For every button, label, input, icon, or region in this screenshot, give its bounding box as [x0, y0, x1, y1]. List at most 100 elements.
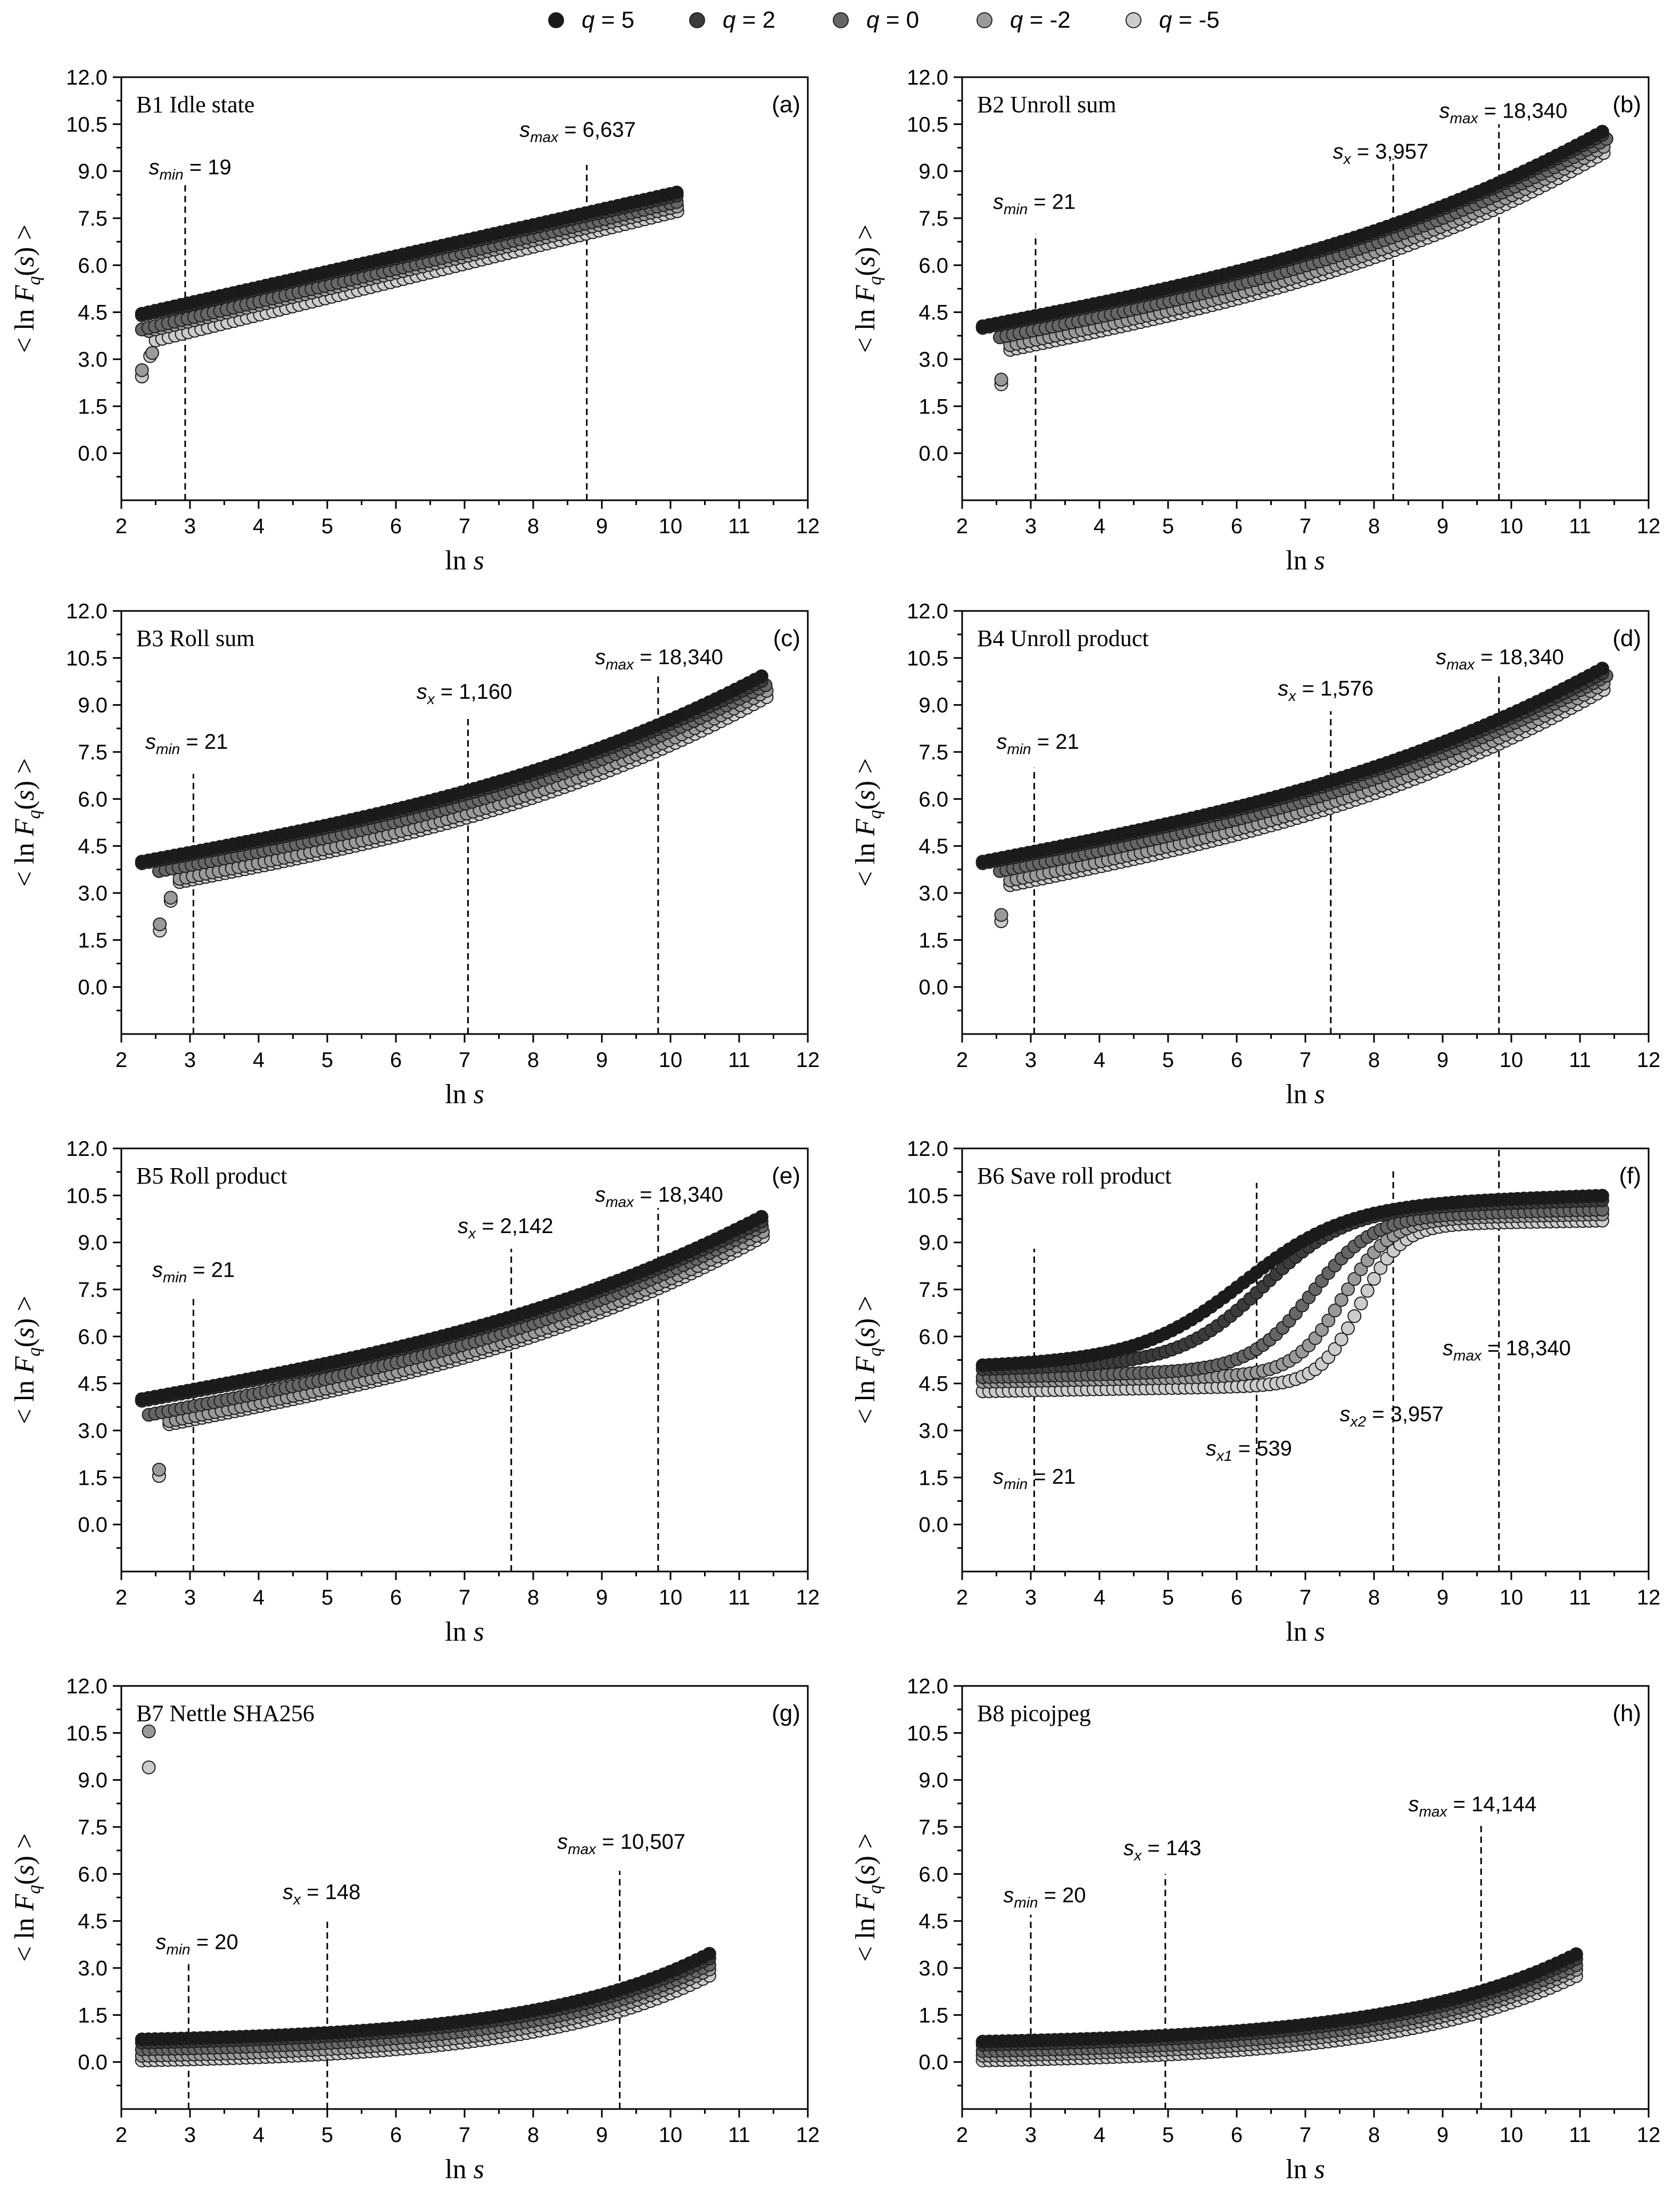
y-tick-label: 3.0: [78, 1419, 107, 1443]
x-tick-label: 11: [1569, 515, 1591, 538]
y-tick-label: 1.5: [78, 1466, 107, 1490]
reference-label: smax = 14,144: [1409, 1793, 1537, 1820]
x-tick-label: 9: [1437, 1048, 1449, 1072]
data-point: [1354, 1296, 1368, 1311]
reference-label: sx = 3,957: [1333, 140, 1429, 167]
legend-marker: [1125, 12, 1141, 28]
x-tick-label: 2: [115, 1586, 127, 1609]
x-tick-label: 9: [596, 2123, 608, 2147]
x-tick-label: 8: [1368, 1586, 1380, 1609]
x-tick-label: 2: [956, 515, 968, 538]
reference-label: sx = 1,576: [1278, 677, 1373, 704]
panel-letter: (d): [1612, 625, 1641, 651]
y-tick-label: 9.0: [78, 694, 107, 717]
y-axis-title: < ln Fq(s) >: [10, 758, 44, 887]
x-tick-label: 7: [1300, 515, 1311, 538]
legend-label: q = 0: [866, 7, 919, 33]
panel-letter: (c): [773, 625, 800, 651]
x-tick-label: 10: [1500, 1048, 1524, 1072]
x-tick-label: 12: [796, 1048, 820, 1072]
y-tick-label: 4.5: [918, 301, 948, 325]
y-tick-label: 0.0: [78, 1514, 107, 1537]
y-tick-label: 4.5: [78, 835, 107, 858]
y-tick-label: 10.5: [66, 1722, 107, 1745]
x-tick-label: 9: [1437, 1586, 1449, 1609]
x-tick-label: 4: [253, 515, 264, 538]
x-tick-label: 9: [596, 1586, 608, 1609]
y-tick-label: 7.5: [78, 741, 107, 764]
series: [135, 185, 684, 321]
legend-marker: [976, 12, 992, 28]
data-point: [1360, 1284, 1375, 1298]
y-axis-title: < ln Fq(s) >: [10, 1296, 44, 1425]
reference-label: sx = 1,160: [417, 680, 512, 707]
y-tick-label: 0.0: [918, 1514, 948, 1537]
y-tick-label: 4.5: [78, 301, 107, 325]
x-tick-label: 10: [659, 1048, 683, 1072]
data-point: [1334, 1332, 1348, 1346]
x-tick-label: 3: [1025, 2123, 1037, 2147]
panel-letter: (e): [772, 1163, 800, 1189]
y-tick-label: 6.0: [78, 1325, 107, 1349]
x-tick-label: 5: [1162, 515, 1174, 538]
reference-label: smin = 21: [993, 190, 1075, 217]
x-tick-label: 8: [1368, 2123, 1380, 2147]
x-tick-label: 6: [1231, 515, 1243, 538]
x-tick-label: 7: [459, 1586, 470, 1609]
y-tick-label: 1.5: [918, 1466, 948, 1490]
x-tick-label: 7: [459, 515, 470, 538]
y-tick-label: 4.5: [918, 1372, 948, 1396]
reference-label: smin = 21: [152, 1258, 235, 1285]
legend-label: q = 2: [723, 7, 775, 33]
y-tick-label: 12.0: [907, 1675, 948, 1698]
y-tick-label: 10.5: [66, 647, 107, 670]
x-tick-label: 11: [728, 515, 750, 538]
y-tick-label: 12.0: [907, 600, 948, 623]
panel-title: B4 Unroll product: [977, 625, 1149, 651]
x-tick-label: 7: [1300, 1586, 1311, 1609]
y-tick-label: 12.0: [907, 66, 948, 89]
chart-panel: 2 3 4 5 6 7 8 9 10 11 12 0.0 1.5 3.0 4.5 6.0 7.5 9.0 10.5 1…: [850, 66, 1660, 576]
x-tick-label: 4: [1094, 1586, 1105, 1609]
y-tick-label: 6.0: [918, 254, 948, 277]
x-tick-label: 2: [956, 1048, 968, 1072]
chart-panel: 2 3 4 5 6 7 8 9 10 11 12 0.0 1.5 3.0 4.5 6.0 7.5 9.0 10.5 1…: [850, 1137, 1660, 1647]
y-tick-label: 3.0: [918, 348, 948, 371]
x-tick-label: 4: [253, 1048, 264, 1072]
y-tick-label: 12.0: [66, 600, 107, 623]
x-tick-label: 5: [321, 1048, 333, 1072]
x-tick-label: 12: [796, 1586, 820, 1609]
y-tick-label: 12.0: [66, 66, 107, 89]
x-tick-label: 11: [728, 2123, 750, 2147]
panel-letter: (f): [1619, 1163, 1641, 1189]
y-tick-label: 7.5: [918, 1278, 948, 1302]
y-tick-label: 10.5: [907, 1184, 948, 1208]
x-tick-label: 11: [1569, 1048, 1591, 1072]
chart-panel: 2 3 4 5 6 7 8 9 10 11 12 0.0 1.5 3.0 4.5 6.0 7.5 9.0 10.5 1…: [850, 1675, 1660, 2185]
x-tick-label: 2: [956, 1586, 968, 1609]
x-tick-label: 6: [1231, 1048, 1243, 1072]
y-tick-label: 7.5: [918, 207, 948, 230]
y-tick-label: 7.5: [918, 741, 948, 764]
legend-marker: [833, 12, 849, 28]
y-tick-label: 3.0: [78, 1957, 107, 1980]
y-tick-label: 7.5: [918, 1816, 948, 1839]
data-point: [142, 1724, 156, 1739]
y-tick-label: 7.5: [78, 1278, 107, 1302]
panel-title: B6 Save roll product: [977, 1163, 1171, 1189]
x-tick-label: 5: [321, 515, 333, 538]
y-tick-label: 3.0: [78, 882, 107, 905]
x-tick-label: 9: [596, 1048, 608, 1072]
reference-label: smax = 10,507: [557, 1830, 685, 1857]
reference-label: smax = 18,340: [1436, 646, 1564, 673]
y-tick-label: 7.5: [78, 207, 107, 230]
panel-letter: (h): [1612, 1700, 1641, 1726]
y-tick-label: 9.0: [78, 160, 107, 184]
y-tick-label: 9.0: [78, 1769, 107, 1792]
data-point: [153, 917, 167, 931]
x-tick-label: 7: [459, 2123, 470, 2147]
data-point: [669, 185, 684, 200]
x-tick-label: 10: [659, 515, 683, 538]
panel-title: B1 Idle state: [136, 92, 254, 118]
y-tick-label: 6.0: [78, 254, 107, 277]
